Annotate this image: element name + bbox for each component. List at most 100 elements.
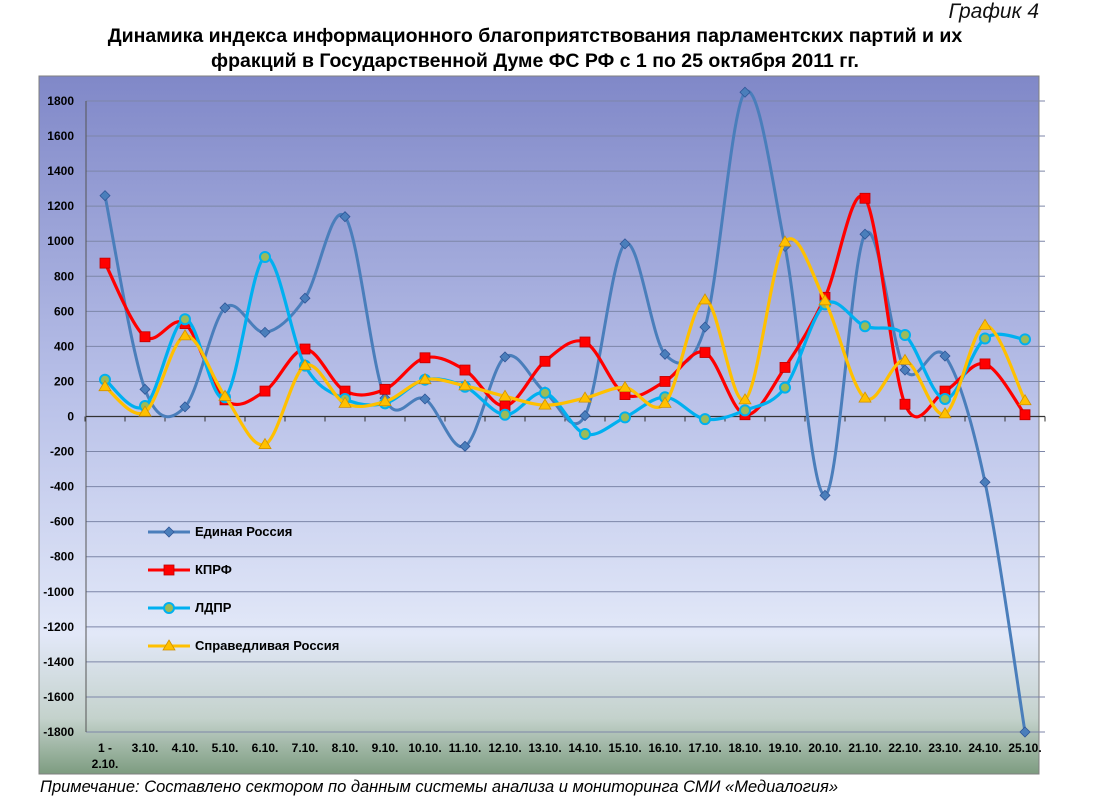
data-point-marker: [179, 313, 191, 326]
data-point-marker: [579, 336, 591, 348]
legend-item: Единая Россия: [148, 524, 292, 539]
data-point-marker: [459, 364, 471, 376]
x-tick-label: 7.10.: [292, 741, 319, 755]
legend-item: ЛДПР: [148, 600, 232, 615]
y-tick-label: -1400: [43, 655, 74, 669]
y-tick-label: -800: [50, 550, 74, 564]
data-point-marker: [259, 326, 271, 338]
data-point-marker: [139, 383, 151, 395]
data-point-marker: [219, 302, 231, 314]
data-point-marker: [939, 350, 951, 362]
legend-label: Справедливая Россия: [195, 638, 339, 653]
data-point-marker: [779, 362, 791, 373]
y-tick-label: -1600: [43, 690, 74, 704]
x-tick-label: 6.10.: [252, 741, 279, 755]
data-point-marker: [778, 235, 792, 247]
x-tick-label: 23.10.: [928, 741, 961, 755]
data-point-marker: [739, 86, 751, 98]
chart-title-line-1: Динамика индекса информационного благопр…: [107, 25, 963, 47]
data-point-marker: [138, 405, 152, 417]
data-point-marker: [498, 389, 512, 401]
series-group: [98, 86, 1032, 738]
x-tick-label: 16.10.: [648, 741, 681, 755]
data-point-marker: [163, 526, 175, 538]
data-point-marker: [578, 391, 592, 403]
data-point-marker: [699, 347, 711, 358]
data-point-marker: [858, 391, 872, 403]
x-tick-label: 1 -: [98, 741, 112, 755]
data-point-marker: [299, 292, 311, 304]
data-point-marker: [899, 398, 911, 410]
data-point-marker: [538, 398, 552, 410]
data-point-marker: [818, 294, 832, 306]
y-tick-label: -1000: [43, 585, 74, 599]
y-tick-label: -1800: [43, 725, 74, 739]
data-point-marker: [258, 437, 272, 449]
data-point-marker: [299, 343, 311, 355]
data-point-marker: [579, 410, 591, 422]
data-point-marker: [859, 192, 871, 204]
x-tick-label: 24.10.: [968, 741, 1001, 755]
data-point-marker: [659, 348, 671, 360]
axes: 1800 1600 1400 1200 1000 800 600 400 200 0 -200 -40…: [43, 94, 1046, 771]
graph-number: График 4: [948, 0, 1039, 23]
data-point-marker: [539, 386, 551, 399]
data-point-marker: [979, 332, 991, 345]
y-tick-label: 400: [54, 339, 74, 353]
x-tick-label: 12.10.: [488, 741, 521, 755]
y-tick-label: -1200: [43, 620, 74, 634]
data-point-marker: [978, 318, 992, 330]
data-point-marker: [899, 364, 911, 376]
data-point-marker: [779, 381, 791, 394]
x-tick-label: 10.10.: [408, 741, 441, 755]
data-point-marker: [98, 379, 112, 392]
data-point-marker: [979, 358, 991, 370]
data-point-marker: [979, 476, 991, 488]
y-tick-label: 1600: [47, 129, 74, 143]
data-point-marker: [939, 392, 951, 405]
x-tick-label: 9.10.: [372, 741, 399, 755]
data-point-marker: [859, 228, 871, 240]
x-tick-label: 21.10.: [848, 741, 881, 755]
data-point-marker: [419, 393, 431, 405]
series-4: [98, 235, 1032, 449]
data-point-marker: [139, 331, 151, 343]
x-tick-label: 8.10.: [332, 741, 359, 755]
data-point-marker: [659, 376, 671, 387]
data-point-marker: [1018, 393, 1032, 406]
y-tick-label: 1000: [47, 234, 74, 248]
data-point-marker: [178, 329, 192, 341]
x-tick-label: 4.10.: [172, 741, 199, 755]
y-tick-label: 1800: [47, 94, 74, 108]
y-tick-label: 200: [54, 374, 74, 388]
data-point-marker: [658, 396, 672, 408]
x-tick-label: 18.10.: [728, 741, 761, 755]
data-point-marker: [163, 564, 175, 576]
y-tick-label: 600: [54, 304, 74, 318]
y-tick-label: 1400: [47, 164, 74, 178]
y-tick-label: -600: [50, 515, 74, 529]
x-tick-label: 19.10.: [768, 741, 801, 755]
x-tick-label: 17.10.: [688, 741, 721, 755]
x-tick-label: 3.10.: [132, 741, 159, 755]
data-point-marker: [618, 380, 632, 392]
data-point-marker: [699, 321, 711, 333]
data-point-marker: [259, 385, 271, 397]
data-point-marker: [1019, 726, 1031, 738]
chart-title-line-2: фракций в Государственной Думе ФС РФ с 1…: [211, 50, 859, 72]
plot-area: [38, 75, 1040, 775]
data-point-marker: [938, 407, 952, 419]
legend-item: КПРФ: [148, 562, 232, 577]
data-point-marker: [739, 404, 751, 417]
legend-label: КПРФ: [195, 562, 232, 577]
y-tick-label: 0: [67, 410, 74, 424]
data-point-marker: [499, 351, 511, 363]
data-point-marker: [218, 389, 232, 401]
data-point-marker: [898, 353, 912, 365]
data-point-marker: [259, 250, 271, 263]
data-point-marker: [338, 396, 352, 408]
legend: Единая Россия КПРФ ЛДПР Справедливая Россия: [148, 524, 339, 653]
data-point-marker: [499, 408, 511, 421]
data-point-marker: [339, 211, 351, 223]
chart-title: Динамика индекса информационного благопр…: [0, 24, 1070, 74]
